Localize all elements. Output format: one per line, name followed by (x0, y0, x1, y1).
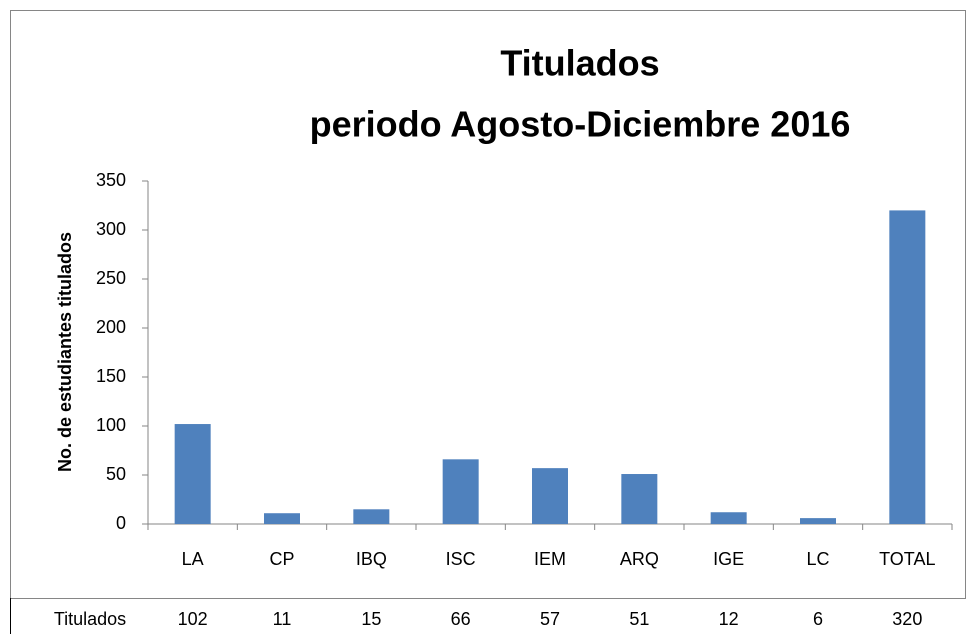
chart-title: Titulados (500, 43, 659, 84)
table-value: 12 (719, 609, 739, 629)
y-tick-label: 100 (96, 415, 126, 435)
x-tick-label: ISC (446, 549, 476, 569)
table-value: 57 (540, 609, 560, 629)
bar (889, 210, 926, 524)
y-axis-label: No. de estudiantes titulados (55, 232, 75, 472)
table-series-name: Titulados (54, 609, 126, 629)
x-tick-label: IBQ (356, 549, 387, 569)
bar (264, 513, 300, 524)
x-tick-label: IEM (534, 549, 566, 569)
bar (442, 459, 479, 524)
x-tick-label: LC (806, 549, 829, 569)
table-value: 102 (178, 609, 208, 629)
table-value: 66 (451, 609, 471, 629)
chart-border (10, 10, 966, 599)
x-tick-label: CP (269, 549, 294, 569)
chart-subtitle: periodo Agosto-Diciembre 2016 (310, 104, 851, 145)
y-tick-label: 250 (96, 268, 126, 288)
y-tick-label: 0 (116, 513, 126, 533)
x-tick-label: ARQ (620, 549, 659, 569)
bar (621, 474, 658, 524)
x-tick-label: LA (182, 549, 204, 569)
y-tick-label: 350 (96, 170, 126, 190)
y-tick-label: 300 (96, 219, 126, 239)
bar (532, 468, 568, 524)
bar (353, 509, 390, 524)
table-value: 6 (813, 609, 823, 629)
bar (710, 512, 747, 524)
table-value: 11 (273, 609, 292, 629)
bar (800, 518, 836, 524)
x-tick-label: IGE (713, 549, 744, 569)
y-tick-label: 200 (96, 317, 126, 337)
y-tick-label: 50 (106, 464, 126, 484)
table-value: 320 (892, 609, 922, 629)
bar (174, 424, 211, 524)
table-value: 15 (361, 609, 381, 629)
y-tick-label: 150 (96, 366, 126, 386)
table-value: 51 (629, 609, 649, 629)
x-tick-label: TOTAL (879, 549, 935, 569)
